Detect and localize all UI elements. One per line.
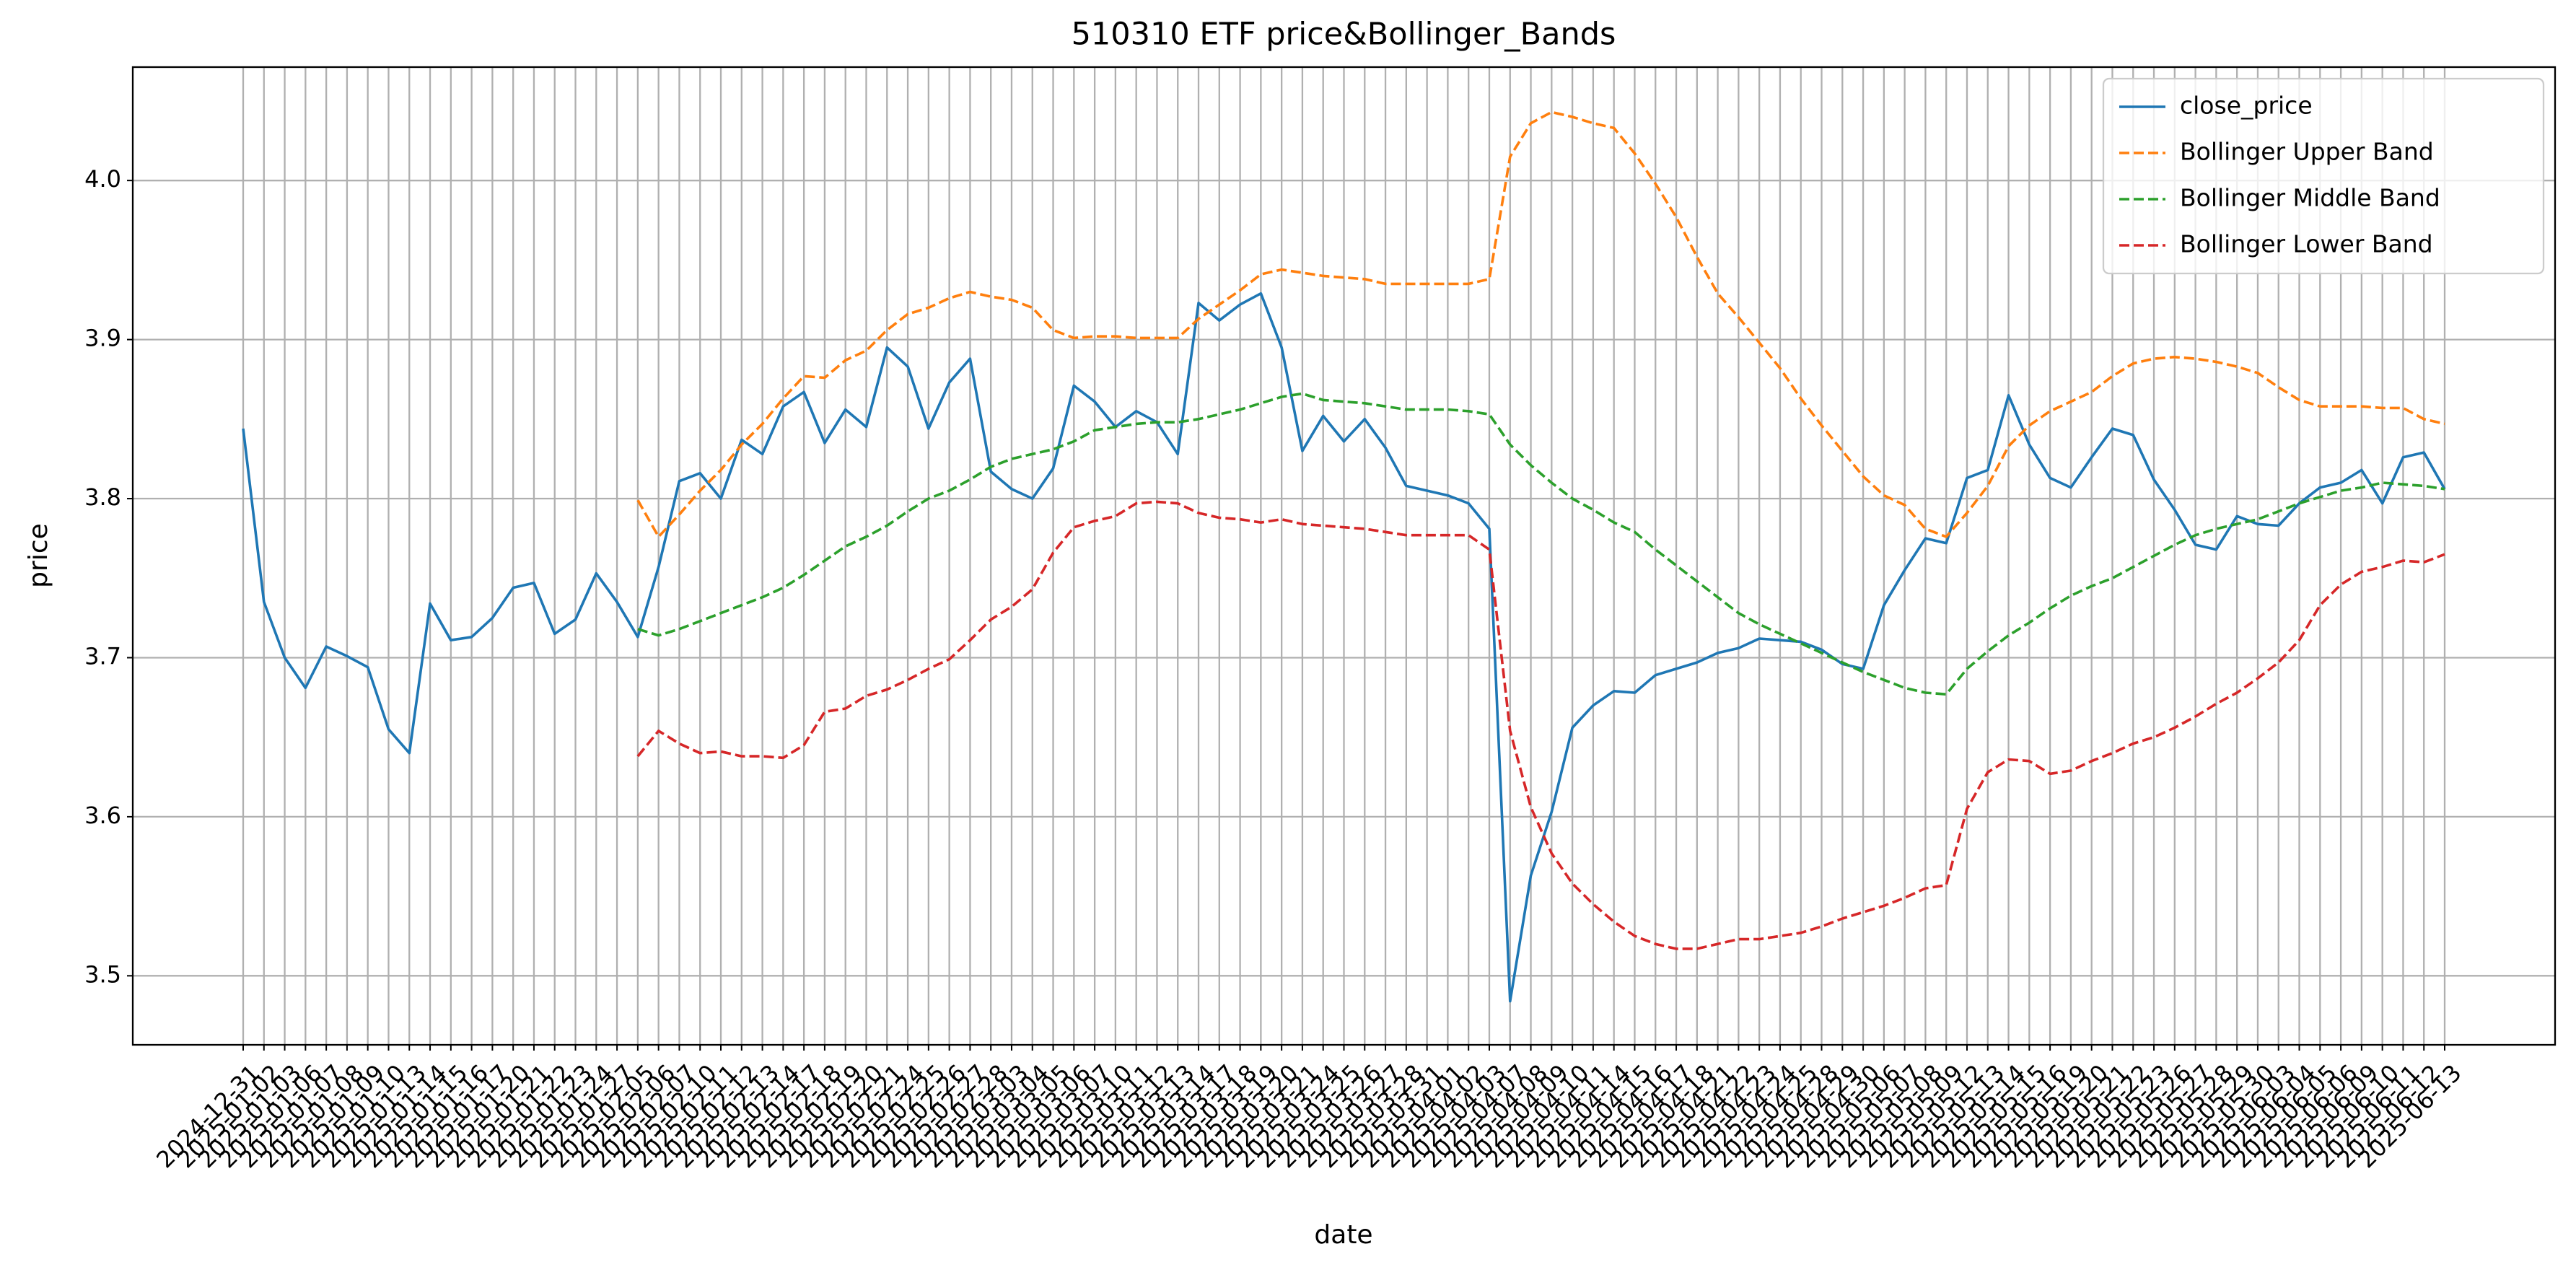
- y-tick-label: 3.5: [84, 960, 121, 988]
- y-tick-label: 3.7: [84, 642, 121, 670]
- legend-label: Bollinger Lower Band: [2180, 230, 2433, 258]
- legend-label: Bollinger Upper Band: [2180, 138, 2434, 166]
- x-axis-label: date: [1314, 1220, 1372, 1250]
- line-series: [636, 500, 2445, 950]
- plot-frame: [131, 66, 2557, 1046]
- legend-label: close_price: [2180, 92, 2313, 120]
- line-series: [636, 110, 2445, 538]
- chart-title: 510310 ETF price&Bollinger_Bands: [1072, 17, 1616, 53]
- y-tick-label: 3.6: [84, 802, 121, 829]
- legend-box: [2102, 77, 2545, 275]
- y-tick-label: 3.8: [84, 483, 121, 511]
- y-tick-label: 4.0: [84, 165, 121, 193]
- line-series: [637, 392, 2445, 696]
- y-axis-label: price: [24, 523, 53, 588]
- y-tick-label: 3.9: [84, 325, 121, 352]
- line-series: [242, 292, 2446, 1003]
- legend-label: Bollinger Middle Band: [2180, 184, 2440, 212]
